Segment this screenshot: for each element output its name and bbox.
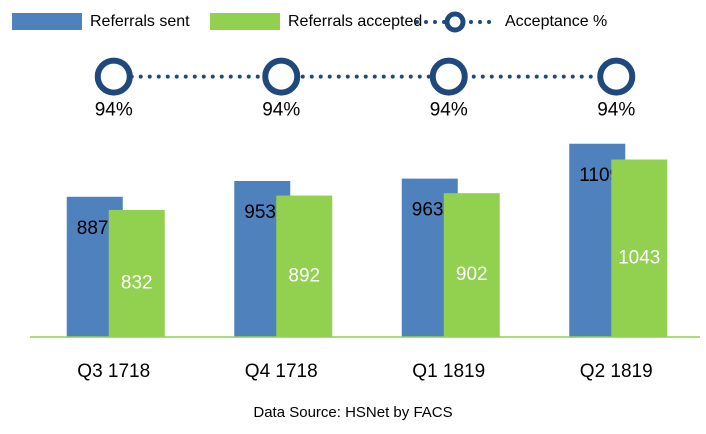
legend-label: Referrals accepted — [288, 13, 422, 30]
legend-swatch — [12, 13, 82, 30]
bar — [276, 195, 333, 337]
x-tick-label: Q3 1718 — [77, 361, 150, 382]
legend-swatch — [210, 13, 280, 30]
data-label: 953 — [244, 202, 276, 223]
footnote: Data Source: HSNet by FACS — [253, 404, 452, 421]
legend-label: Acceptance % — [505, 13, 607, 30]
legend-marker — [444, 11, 466, 33]
line-marker — [429, 57, 468, 96]
data-label: 94% — [95, 100, 133, 121]
data-label: 94% — [262, 100, 300, 121]
legend-label: Referrals sent — [90, 13, 190, 30]
data-label: 887 — [77, 218, 109, 239]
bar — [443, 193, 500, 337]
x-tick-label: Q4 1718 — [245, 361, 318, 382]
data-label: 892 — [288, 265, 320, 286]
data-label: 832 — [121, 272, 153, 293]
x-tick-label: Q2 1819 — [580, 361, 653, 382]
data-label: 1043 — [618, 247, 660, 268]
data-label: 1109 — [579, 165, 620, 186]
data-label: 902 — [456, 264, 488, 285]
x-tick-label: Q1 1819 — [412, 361, 485, 382]
data-label: 963 — [412, 200, 444, 221]
bar — [108, 209, 165, 337]
bar — [611, 159, 668, 337]
data-label: 94% — [597, 100, 635, 121]
line-marker — [597, 57, 636, 96]
line-marker — [94, 57, 133, 96]
data-label: 94% — [430, 100, 468, 121]
line-marker — [262, 57, 301, 96]
